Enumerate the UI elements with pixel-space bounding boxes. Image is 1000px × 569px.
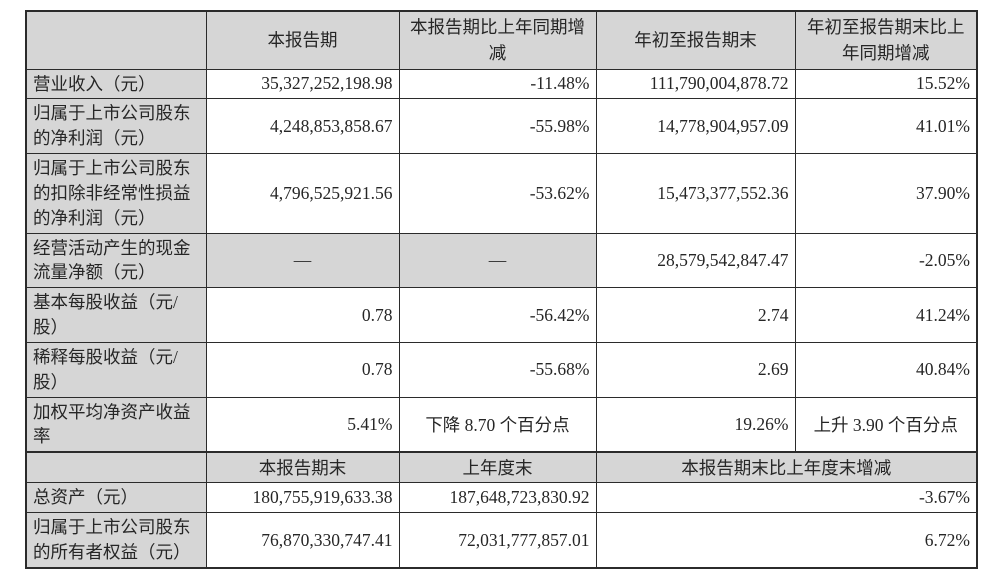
row-basic-eps: 基本每股收益（元/股） 0.78 -56.42% 2.74 41.24% [25,287,978,343]
header-ytd-yoy: 年初至报告期末比上年同期增减 [794,10,978,70]
metric-label: 归属于上市公司股东的扣除非经常性损益的净利润（元） [25,153,207,234]
metric-label: 归属于上市公司股东的所有者权益（元） [25,512,207,569]
current-period-value: 5.41% [205,396,400,453]
ytd-value: 2.74 [595,287,796,343]
ytd-yoy: 上升 3.90 个百分点 [794,396,978,453]
header-empty-cell [25,10,207,70]
header-current-period-yoy: 本报告期比上年同期增减 [398,10,597,70]
metric-label: 稀释每股收益（元/股） [25,341,207,398]
key-financials-table: 本报告期 本报告期比上年同期增减 年初至报告期末 年初至报告期末比上年同期增减 … [25,10,978,569]
period-end-value: 76,870,330,747.41 [205,512,400,569]
ytd-value: 15,473,377,552.36 [595,153,796,234]
financial-report-page: 本报告期 本报告期比上年同期增减 年初至报告期末 年初至报告期末比上年同期增减 … [25,10,978,569]
ytd-value: 14,778,904,957.09 [595,98,796,155]
ytd-yoy: 41.01% [794,98,978,155]
ytd-value: 2.69 [595,341,796,398]
ytd-yoy: 41.24% [794,287,978,343]
table-subheader-row: 本报告期末 上年度末 本报告期末比上年度末增减 [25,451,978,484]
subheader-prev-year-end: 上年度末 [398,451,597,484]
change-value: -3.67% [595,482,978,514]
row-revenue: 营业收入（元） 35,327,252,198.98 -11.48% 111,79… [25,68,978,100]
row-net-profit: 归属于上市公司股东的净利润（元） 4,248,853,858.67 -55.98… [25,98,978,155]
change-value: 6.72% [595,512,978,569]
current-period-value: 4,796,525,921.56 [205,153,400,234]
ytd-value: 19.26% [595,396,796,453]
subheader-period-end: 本报告期末 [205,451,400,484]
ytd-value: 28,579,542,847.47 [595,232,796,289]
metric-label: 营业收入（元） [25,68,207,100]
metric-label: 加权平均净资产收益率 [25,396,207,453]
ytd-value: 111,790,004,878.72 [595,68,796,100]
metric-label: 基本每股收益（元/股） [25,287,207,343]
row-operating-cash-flow: 经营活动产生的现金流量净额（元） — — 28,579,542,847.47 -… [25,232,978,289]
row-weighted-roe: 加权平均净资产收益率 5.41% 下降 8.70 个百分点 19.26% 上升 … [25,396,978,453]
row-net-profit-deducted: 归属于上市公司股东的扣除非经常性损益的净利润（元） 4,796,525,921.… [25,153,978,234]
current-period-value: — [205,232,400,289]
current-period-value: 4,248,853,858.67 [205,98,400,155]
ytd-yoy: 15.52% [794,68,978,100]
current-period-yoy: -55.98% [398,98,597,155]
header-current-period: 本报告期 [205,10,400,70]
prev-year-end-value: 72,031,777,857.01 [398,512,597,569]
row-total-assets: 总资产（元） 180,755,919,633.38 187,648,723,83… [25,482,978,514]
prev-year-end-value: 187,648,723,830.92 [398,482,597,514]
current-period-value: 35,327,252,198.98 [205,68,400,100]
metric-label: 总资产（元） [25,482,207,514]
current-period-value: 0.78 [205,341,400,398]
ytd-yoy: -2.05% [794,232,978,289]
period-end-value: 180,755,919,633.38 [205,482,400,514]
subheader-change: 本报告期末比上年度末增减 [595,451,978,484]
row-diluted-eps: 稀释每股收益（元/股） 0.78 -55.68% 2.69 40.84% [25,341,978,398]
current-period-yoy: -56.42% [398,287,597,343]
current-period-yoy: — [398,232,597,289]
current-period-yoy: -53.62% [398,153,597,234]
metric-label: 经营活动产生的现金流量净额（元） [25,232,207,289]
current-period-yoy: 下降 8.70 个百分点 [398,396,597,453]
header-ytd: 年初至报告期末 [595,10,796,70]
ytd-yoy: 40.84% [794,341,978,398]
current-period-yoy: -11.48% [398,68,597,100]
row-equity: 归属于上市公司股东的所有者权益（元） 76,870,330,747.41 72,… [25,512,978,569]
current-period-yoy: -55.68% [398,341,597,398]
ytd-yoy: 37.90% [794,153,978,234]
table-header-row: 本报告期 本报告期比上年同期增减 年初至报告期末 年初至报告期末比上年同期增减 [25,10,978,70]
metric-label: 归属于上市公司股东的净利润（元） [25,98,207,155]
subheader-empty-cell [25,451,207,484]
current-period-value: 0.78 [205,287,400,343]
